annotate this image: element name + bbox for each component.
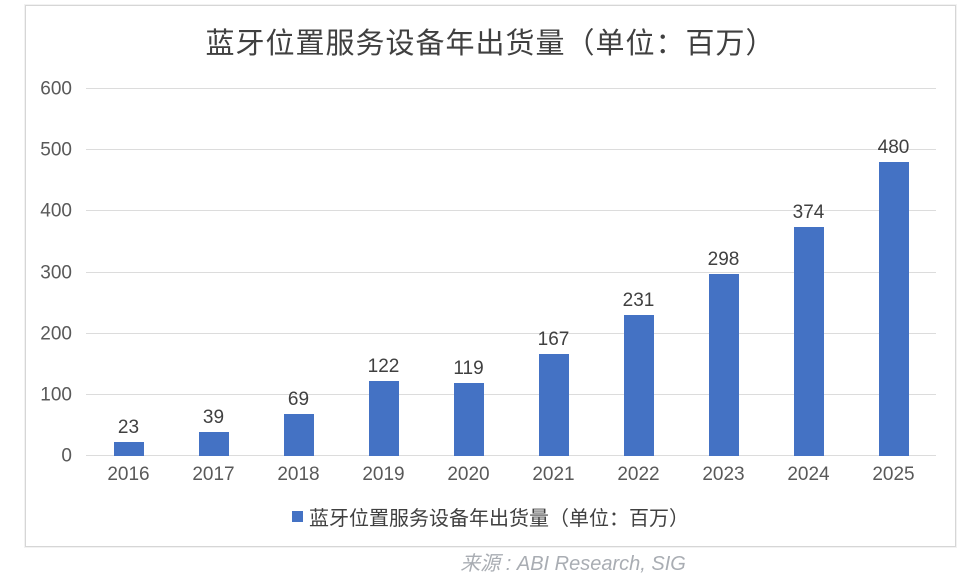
y-tick-label: 200 [40, 323, 72, 345]
y-tick-label: 100 [40, 384, 72, 406]
bar-value-label: 298 [707, 248, 740, 270]
y-tick-label: 0 [61, 445, 72, 467]
legend-marker-square [292, 511, 303, 522]
legend: 蓝牙位置服务设备年出货量（单位：百万） [26, 502, 955, 531]
x-axis: 2016 2017 2018 2019 2020 2021 2022 2023 2024 2025 [86, 464, 936, 486]
bar [708, 273, 739, 456]
bar-value-label: 167 [537, 328, 570, 350]
bar-value-label: 374 [792, 202, 825, 224]
bar-value-label: 23 [117, 416, 140, 438]
gridline [86, 332, 936, 334]
bar-value-label: 69 [287, 388, 310, 410]
x-tick-label: 2017 [192, 464, 235, 485]
chart-title: 蓝牙位置服务设备年出货量（单位：百万） [205, 28, 776, 60]
bar [623, 314, 654, 456]
x-tick-label: 2025 [872, 464, 915, 485]
source-note: 来源 : ABI Research, SIG [460, 553, 686, 573]
legend-label: 蓝牙位置服务设备年出货量（单位：百万） [309, 508, 689, 530]
y-tick-label: 300 [40, 262, 72, 283]
x-tick-label: 2021 [532, 464, 575, 485]
chart-frame: 蓝牙位置服务设备年出货量（单位：百万） 0 100 200 300 400 500 600 … [25, 5, 956, 547]
bar [793, 227, 824, 456]
bar-value-label: 480 [877, 137, 910, 159]
bar-value-label: 119 [453, 358, 484, 380]
x-tick-label: 2024 [787, 464, 830, 485]
bar-group: 167 [511, 89, 596, 456]
gridline [86, 455, 936, 456]
x-tick-label: 2018 [277, 464, 320, 485]
bar [368, 381, 399, 456]
bar-group: 39 [171, 89, 256, 456]
bar-group: 231 [596, 89, 681, 456]
gridline [86, 271, 936, 273]
x-tick-label: 2020 [447, 464, 490, 485]
bar [198, 432, 229, 456]
x-tick-label: 2023 [702, 464, 745, 485]
x-tick-label: 2019 [362, 464, 405, 485]
x-tick-label: 2016 [107, 464, 150, 485]
bar [878, 162, 909, 456]
bar [283, 413, 314, 456]
bar-group: 69 [256, 89, 341, 456]
bar-group: 480 [851, 89, 936, 456]
y-tick-label: 500 [40, 139, 72, 161]
bar [453, 383, 484, 456]
bar-group: 374 [766, 89, 851, 456]
bar-value-label: 39 [202, 407, 225, 429]
gridline [86, 88, 936, 89]
bar-group: 122 [341, 89, 426, 456]
bar-value-label: 122 [367, 356, 400, 378]
gridline [86, 149, 936, 151]
y-tick-label: 400 [40, 200, 72, 222]
gridline [86, 210, 936, 212]
bar [538, 353, 569, 456]
y-axis: 0 100 200 300 400 500 600 [26, 80, 72, 466]
bar [113, 441, 144, 456]
gridline [86, 393, 936, 395]
y-tick-label: 600 [40, 78, 72, 100]
bar-group: 23 [86, 89, 171, 456]
x-tick-label: 2022 [617, 464, 660, 485]
bar-group: 119 [426, 89, 511, 456]
plot-area: 23 39 69 122 119 167 231 298 374 480 [86, 88, 936, 456]
bar-value-label: 231 [622, 289, 655, 311]
bar-group: 298 [681, 89, 766, 456]
